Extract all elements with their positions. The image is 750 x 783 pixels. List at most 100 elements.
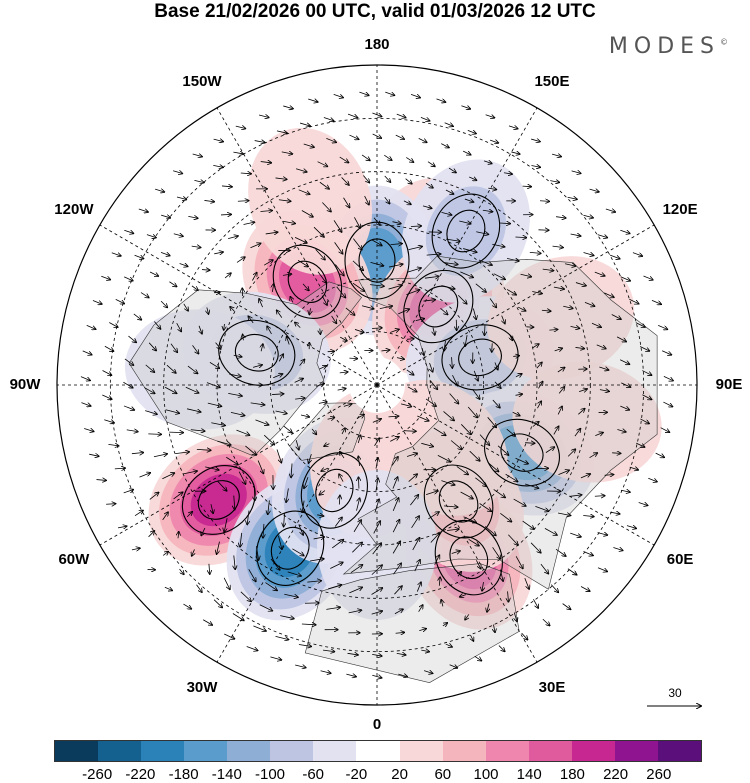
- wind-vector: [406, 339, 414, 340]
- polar-map: [56, 64, 698, 706]
- wind-vector: [626, 526, 636, 529]
- wind-vector: [213, 165, 223, 167]
- wind-vector: [217, 541, 220, 554]
- contour-line: [434, 520, 503, 596]
- wind-vector: [179, 568, 184, 574]
- wind-vector: [437, 455, 450, 461]
- wind-vector: [452, 357, 453, 368]
- wind-vector: [178, 532, 179, 539]
- wind-vector: [234, 555, 235, 569]
- wind-vector: [361, 154, 370, 160]
- wind-vector: [392, 541, 400, 554]
- wind-vector: [395, 134, 404, 139]
- wind-vector: [343, 404, 352, 406]
- wind-vector: [224, 518, 228, 532]
- wind-vector: [364, 195, 369, 205]
- wind-vector: [336, 286, 346, 298]
- colorbar-segment: [657, 741, 701, 761]
- contour-line: [431, 193, 501, 269]
- wind-vector: [514, 612, 517, 622]
- wind-vector: [281, 152, 293, 154]
- wind-vector: [196, 584, 202, 592]
- wind-vector: [475, 283, 486, 292]
- wind-vector: [117, 526, 127, 528]
- colorbar-segment: [485, 741, 529, 761]
- map-title: Base 21/02/2026 00 UTC, valid 01/03/2026…: [154, 1, 596, 22]
- colorbar-segment: [528, 741, 572, 761]
- vector-reference: 30: [645, 686, 705, 716]
- wind-vector: [160, 252, 170, 255]
- wind-vector: [191, 285, 198, 290]
- colorbar-tick-label: 20: [391, 766, 408, 783]
- wind-vector: [236, 429, 249, 435]
- wind-vector: [513, 498, 526, 506]
- wind-vector: [104, 345, 114, 351]
- wind-vector: [476, 560, 480, 568]
- wind-vector: [334, 517, 342, 527]
- wind-vector: [347, 113, 357, 118]
- wind-vector: [187, 365, 198, 373]
- wind-vector: [393, 563, 401, 575]
- wind-vector: [420, 116, 430, 121]
- wind-vector: [464, 199, 474, 202]
- wind-vector: [371, 611, 383, 615]
- colorbar-tick-label: -60: [302, 766, 325, 783]
- colorbar-segment: [614, 741, 658, 761]
- wind-vector: [294, 379, 303, 383]
- wind-vector: [370, 261, 384, 265]
- wind-vector: [247, 510, 249, 525]
- wind-vector: [233, 355, 242, 357]
- wind-vector: [384, 196, 390, 203]
- wind-vector: [396, 113, 406, 117]
- wind-vector: [418, 605, 423, 612]
- wind-vector: [419, 629, 426, 631]
- wind-vector: [183, 603, 191, 609]
- wind-vector: [442, 623, 447, 626]
- wind-vector: [658, 324, 667, 329]
- wind-vector: [508, 591, 509, 601]
- colorbar-tick-label: -260: [82, 766, 113, 783]
- wind-vector: [427, 161, 435, 167]
- wind-vector: [553, 287, 564, 289]
- wind-vector: [609, 254, 620, 259]
- wind-vector: [319, 366, 326, 369]
- wind-vector: [349, 587, 362, 594]
- wind-vector: [283, 425, 292, 433]
- wind-vector: [570, 326, 580, 328]
- wind-vector: [474, 655, 482, 660]
- wind-vector: [276, 449, 281, 462]
- wind-vector: [320, 671, 331, 673]
- wind-vector: [343, 197, 350, 208]
- wind-vector: [228, 236, 238, 239]
- wind-vector: [228, 393, 242, 396]
- wind-vector: [493, 273, 505, 280]
- wind-vector: [395, 632, 405, 633]
- wind-vector: [575, 347, 584, 348]
- wind-vector: [597, 533, 608, 536]
- wind-vector: [629, 467, 639, 470]
- wind-vector: [326, 138, 336, 142]
- wind-vector: [350, 565, 363, 574]
- wind-vector: [390, 329, 399, 332]
- wind-vector: [619, 359, 629, 364]
- wind-vector: [109, 322, 118, 328]
- wind-vector: [224, 633, 234, 639]
- wind-vector: [612, 453, 620, 454]
- wind-vector: [441, 143, 449, 148]
- wind-vector: [145, 364, 155, 372]
- wind-vector: [406, 157, 413, 162]
- wind-vector: [441, 212, 452, 215]
- wind-vector: [250, 243, 260, 249]
- wind-vector: [286, 488, 288, 502]
- wind-vector: [513, 356, 519, 357]
- wind-vector: [446, 239, 460, 241]
- wind-vector: [191, 246, 201, 247]
- wind-vector: [485, 115, 495, 118]
- wind-vector: [111, 252, 121, 256]
- wind-vector: [302, 500, 304, 513]
- wind-vector: [557, 406, 562, 415]
- wind-vector: [374, 438, 380, 446]
- wind-vector: [470, 634, 473, 641]
- wind-vector: [123, 381, 132, 387]
- wind-vector: [194, 180, 204, 182]
